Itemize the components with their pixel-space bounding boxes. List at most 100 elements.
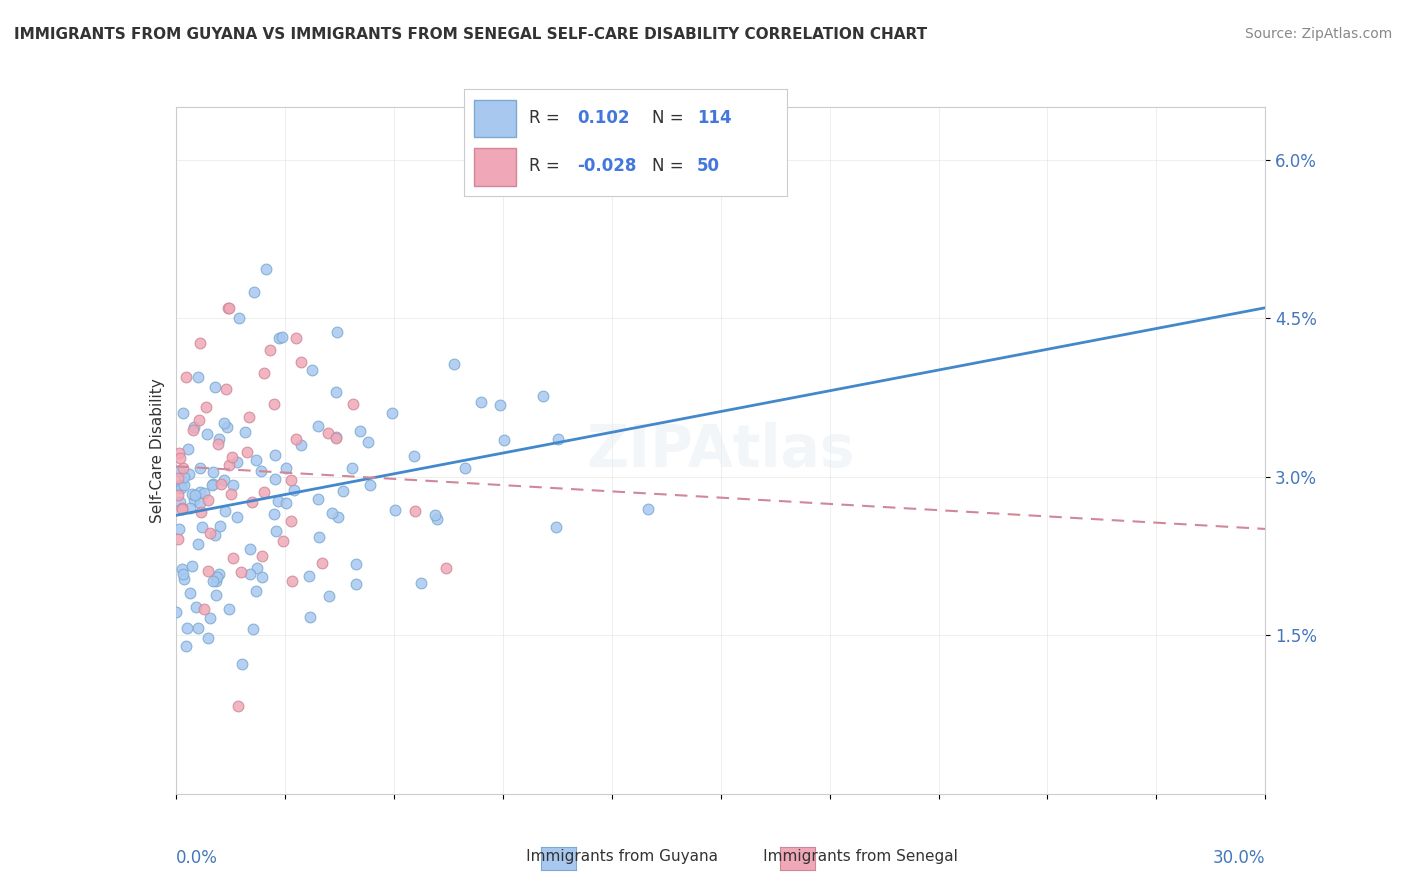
Text: N =: N = — [651, 157, 689, 175]
Point — [280, 473, 302, 487]
Point — [326, 325, 349, 339]
Point — [167, 523, 190, 537]
Point — [215, 420, 238, 434]
Point — [488, 398, 510, 412]
Point — [235, 425, 257, 439]
Point — [165, 605, 187, 619]
Text: IMMIGRANTS FROM GUYANA VS IMMIGRANTS FROM SENEGAL SELF-CARE DISABILITY CORRELATI: IMMIGRANTS FROM GUYANA VS IMMIGRANTS FRO… — [14, 27, 927, 42]
Point — [271, 329, 294, 343]
Point — [197, 631, 219, 645]
Point — [187, 370, 209, 384]
Text: 0.0%: 0.0% — [176, 849, 218, 867]
Point — [187, 536, 209, 550]
Point — [264, 472, 287, 486]
Point — [318, 589, 340, 603]
Point — [546, 520, 568, 534]
Point — [301, 363, 323, 377]
Point — [492, 433, 515, 447]
Point — [298, 610, 321, 624]
Point — [193, 601, 215, 615]
Point — [425, 508, 447, 522]
Point — [205, 589, 228, 603]
Point — [204, 528, 226, 542]
Point — [231, 657, 253, 672]
Point — [221, 450, 243, 465]
Point — [263, 508, 285, 522]
Point — [225, 455, 247, 469]
Point — [201, 478, 224, 492]
Text: 0.102: 0.102 — [578, 109, 630, 127]
Point — [402, 450, 425, 464]
Point — [166, 471, 188, 485]
Point — [434, 561, 457, 575]
Point — [325, 430, 347, 444]
Point — [207, 567, 229, 582]
Point — [263, 397, 285, 411]
Point — [183, 493, 205, 508]
Point — [281, 574, 304, 588]
Point — [454, 461, 477, 475]
Point — [198, 526, 221, 541]
Point — [637, 502, 659, 516]
Point — [381, 406, 404, 420]
Point — [190, 505, 212, 519]
Text: Source: ZipAtlas.com: Source: ZipAtlas.com — [1244, 27, 1392, 41]
Point — [195, 427, 218, 442]
Point — [547, 432, 569, 446]
Point — [187, 621, 209, 635]
Point — [209, 476, 232, 491]
Point — [245, 583, 267, 598]
Text: ZIPAtlas: ZIPAtlas — [586, 422, 855, 479]
Point — [183, 423, 205, 437]
Point — [238, 410, 260, 425]
Point — [404, 504, 426, 518]
Point — [328, 509, 350, 524]
Point — [276, 460, 298, 475]
Point — [342, 397, 364, 411]
Point — [172, 406, 194, 420]
Point — [246, 561, 269, 575]
Point — [212, 416, 235, 430]
Point — [285, 432, 308, 446]
Point — [243, 285, 266, 300]
Point — [298, 569, 321, 583]
Y-axis label: Self-Care Disability: Self-Care Disability — [149, 378, 165, 523]
Point — [173, 470, 195, 484]
Point — [235, 444, 257, 458]
Point — [283, 483, 305, 497]
Point — [222, 478, 245, 492]
Point — [290, 355, 312, 369]
Point — [250, 570, 273, 584]
FancyBboxPatch shape — [474, 148, 516, 186]
Point — [179, 501, 201, 516]
Text: -0.028: -0.028 — [578, 157, 637, 175]
Point — [344, 558, 367, 572]
Point — [253, 484, 276, 499]
Point — [169, 495, 191, 509]
Point — [242, 622, 264, 636]
Point — [219, 487, 242, 501]
Point — [204, 380, 226, 394]
Point — [325, 431, 347, 445]
Point — [254, 262, 277, 277]
Text: 50: 50 — [697, 157, 720, 175]
Point — [174, 370, 197, 384]
Point — [188, 496, 211, 510]
Point — [274, 496, 297, 510]
Point — [174, 639, 197, 653]
Point — [264, 524, 287, 538]
Point — [207, 437, 229, 451]
Point — [218, 601, 240, 615]
Point — [190, 520, 212, 534]
Point — [307, 418, 329, 433]
Point — [332, 484, 354, 499]
Text: Immigrants from Senegal: Immigrants from Senegal — [730, 849, 957, 863]
Point — [218, 301, 240, 315]
Point — [253, 367, 276, 381]
Point — [308, 530, 330, 544]
Point — [167, 478, 190, 492]
Point — [172, 500, 194, 515]
Point — [267, 331, 290, 345]
Point — [193, 485, 215, 500]
Point — [285, 331, 308, 345]
